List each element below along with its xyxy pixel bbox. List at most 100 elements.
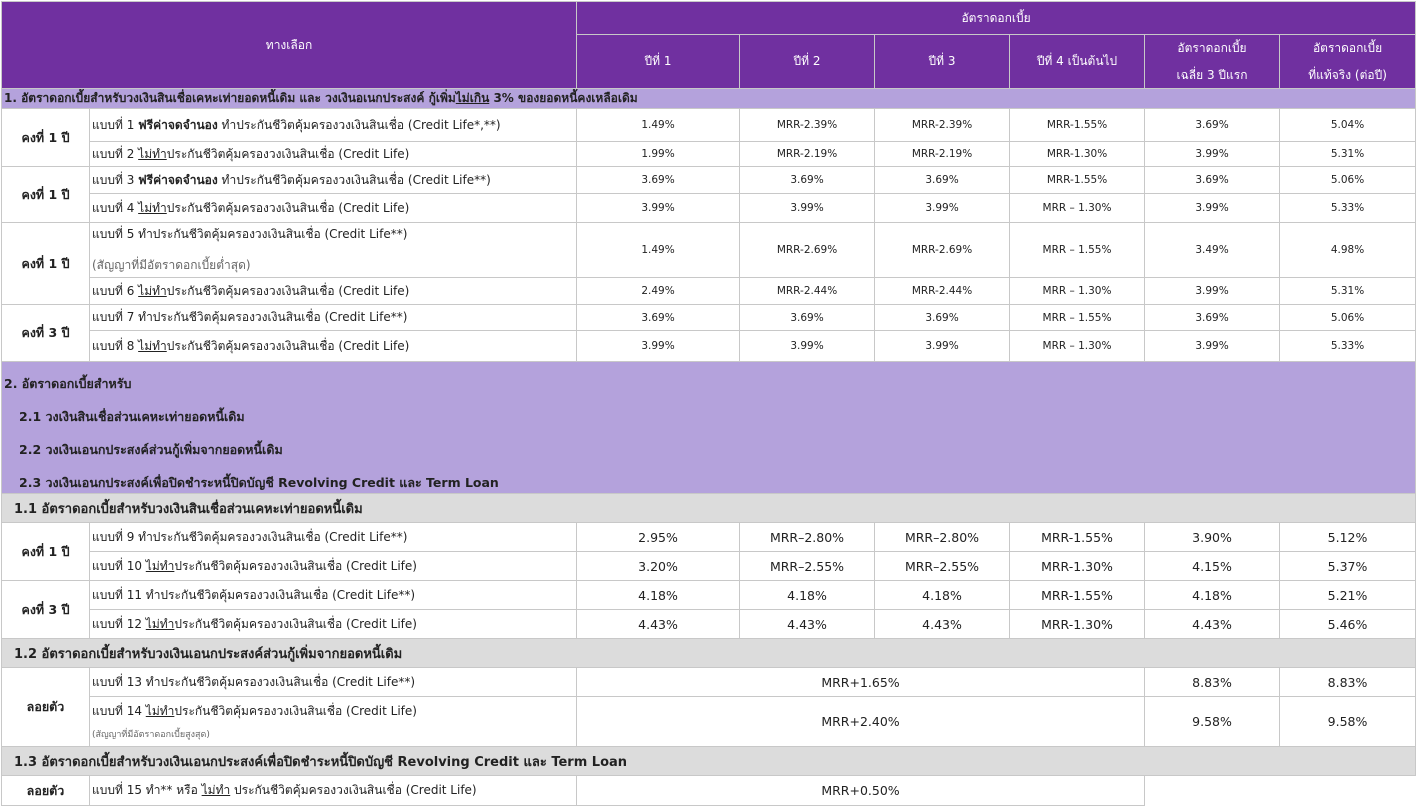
rate-cell: MRR–2.80% [739, 522, 875, 552]
option-8: แบบที่ 8 ไม่ทำประกันชีวิตคุ้มครองวงเงินส… [89, 330, 577, 362]
rate-cell: 3.99% [1144, 330, 1280, 362]
rate-cell: 4.43% [576, 609, 740, 639]
rate-cell: 8.83% [1144, 667, 1280, 697]
rate-cell: 1.99% [576, 141, 740, 167]
rate-cell: 5.12% [1278, 522, 1417, 552]
rate-cell: 4.18% [576, 580, 740, 610]
rate-cell: MRR-2.19% [874, 141, 1010, 167]
header-year2: ปีที่ 2 [739, 34, 875, 89]
rate-cell: 3.99% [1144, 193, 1280, 223]
group-label: คงที่ 3 ปี [1, 304, 90, 362]
rate-cell: 5.46% [1278, 609, 1417, 639]
rate-cell: 3.99% [739, 330, 875, 362]
rate-cell: 3.99% [874, 330, 1010, 362]
option-2: แบบที่ 2 ไม่ทำประกันชีวิตคุ้มครองวงเงินส… [89, 141, 577, 167]
rate-cell: 5.06% [1278, 304, 1417, 331]
rate-cell: 5.31% [1278, 277, 1417, 305]
option-6: แบบที่ 6 ไม่ทำประกันชีวิตคุ้มครองวงเงินส… [89, 277, 577, 305]
rate-cell: MRR+1.65% [576, 667, 1145, 697]
option-4: แบบที่ 4 ไม่ทำประกันชีวิตคุ้มครองวงเงินส… [89, 193, 577, 223]
empty-cell [1144, 775, 1280, 806]
rate-cell: 3.69% [576, 304, 740, 331]
rate-cell: 3.90% [1144, 522, 1280, 552]
rate-cell: MRR+2.40% [576, 696, 1145, 747]
rate-cell: 2.49% [576, 277, 740, 305]
rate-cell: 3.99% [739, 193, 875, 223]
rate-cell: 5.37% [1278, 551, 1417, 581]
rate-cell: MRR-1.30% [1009, 609, 1145, 639]
rate-cell: 9.58% [1278, 696, 1417, 747]
rate-cell: 3.69% [739, 304, 875, 331]
rate-cell: 3.99% [874, 193, 1010, 223]
rate-cell: 3.69% [874, 166, 1010, 194]
rate-cell: MRR–2.80% [874, 522, 1010, 552]
option-7: แบบที่ 7 ทำประกันชีวิตคุ้มครองวงเงินสินเ… [89, 304, 577, 331]
rate-cell: 8.83% [1278, 667, 1417, 697]
rate-cell: 5.33% [1278, 193, 1417, 223]
group-label: คงที่ 1 ปี [1, 166, 90, 223]
rate-cell: MRR-2.39% [874, 108, 1010, 142]
option-12: แบบที่ 12 ไม่ทำประกันชีวิตคุ้มครองวงเงิน… [89, 609, 577, 639]
rate-cell: MRR–2.55% [874, 551, 1010, 581]
rate-cell: 4.18% [874, 580, 1010, 610]
section2-item3: 2.3 วงเงินเอนกประสงค์เพื่อปิดชำระหนี้ปิด… [19, 475, 499, 490]
rate-cell: 4.18% [1144, 580, 1280, 610]
rate-cell: MRR-2.39% [739, 108, 875, 142]
option-10: แบบที่ 10 ไม่ทำประกันชีวิตคุ้มครองวงเงิน… [89, 551, 577, 581]
rate-cell: 3.20% [576, 551, 740, 581]
empty-cell [1278, 775, 1417, 806]
rate-cell: 5.21% [1278, 580, 1417, 610]
header-avg: อัตราดอกเบี้ย เฉลี่ย 3 ปีแรก [1144, 34, 1280, 89]
rate-cell: 4.43% [874, 609, 1010, 639]
subsection-1-2-title: 1.2 อัตราดอกเบี้ยสำหรับวงเงินเอนกประสงค์… [0, 638, 1417, 668]
header-effective: อัตราดอกเบี้ย ที่แท้จริง (ต่อปี) [1278, 34, 1417, 89]
rate-cell: 3.69% [739, 166, 875, 194]
rate-cell: 3.49% [1144, 222, 1280, 278]
rate-cell: MRR – 1.30% [1009, 330, 1145, 362]
rate-cell: 3.99% [1144, 277, 1280, 305]
rate-cell: MRR-2.69% [874, 222, 1010, 278]
header-year4: ปีที่ 4 เป็นต้นไป [1009, 34, 1145, 89]
rate-cell: 4.18% [739, 580, 875, 610]
header-options: ทางเลือก [1, 1, 577, 89]
rate-cell: 9.58% [1144, 696, 1280, 747]
rate-cell: 3.99% [576, 330, 740, 362]
rate-cell: MRR – 1.30% [1009, 277, 1145, 305]
rate-cell: 3.99% [576, 193, 740, 223]
option-3: แบบที่ 3 ฟรีค่าจดจำนอง ทำประกันชีวิตคุ้ม… [89, 166, 577, 194]
rate-cell: MRR-2.44% [739, 277, 875, 305]
option-11: แบบที่ 11 ทำประกันชีวิตคุ้มครองวงเงินสิน… [89, 580, 577, 610]
option-13: แบบที่ 13 ทำประกันชีวิตคุ้มครองวงเงินสิน… [89, 667, 577, 697]
option-5: แบบที่ 5 ทำประกันชีวิตคุ้มครองวงเงินสินเ… [89, 222, 577, 278]
group-label: ลอยตัว [1, 775, 90, 806]
group-label: ลอยตัว [1, 667, 90, 747]
rate-cell: 4.43% [739, 609, 875, 639]
option-9: แบบที่ 9 ทำประกันชีวิตคุ้มครองวงเงินสินเ… [89, 522, 577, 552]
rate-cell: MRR–2.55% [739, 551, 875, 581]
rate-cell: 5.31% [1278, 141, 1417, 167]
rate-cell: 3.69% [1144, 108, 1280, 142]
rate-cell: MRR – 1.55% [1009, 222, 1145, 278]
rate-cell: MRR – 1.55% [1009, 304, 1145, 331]
rate-cell: 4.98% [1278, 222, 1417, 278]
rate-cell: 3.69% [1144, 304, 1280, 331]
rate-cell: MRR-2.19% [739, 141, 875, 167]
rate-cell: 1.49% [576, 108, 740, 142]
rate-cell: MRR-1.30% [1009, 141, 1145, 167]
rate-cell: MRR-1.55% [1009, 166, 1145, 194]
rate-cell: MRR+0.50% [576, 775, 1145, 806]
rate-cell: MRR – 1.30% [1009, 193, 1145, 223]
rate-cell: MRR-2.44% [874, 277, 1010, 305]
rate-cell: MRR-1.30% [1009, 551, 1145, 581]
section2-title: 2. อัตราดอกเบี้ยสำหรับ [4, 376, 132, 391]
group-label: คงที่ 1 ปี [1, 222, 90, 305]
section2-title-block: 2. อัตราดอกเบี้ยสำหรับ 2.1 วงเงินสินเชื่… [0, 361, 1417, 494]
rate-cell: 2.95% [576, 522, 740, 552]
rate-cell: MRR-1.55% [1009, 580, 1145, 610]
rate-cell: 5.33% [1278, 330, 1417, 362]
group-label: คงที่ 1 ปี [1, 522, 90, 581]
header-year1: ปีที่ 1 [576, 34, 740, 89]
option-14: แบบที่ 14 ไม่ทำประกันชีวิตคุ้มครองวงเงิน… [89, 696, 577, 747]
rate-cell: 5.06% [1278, 166, 1417, 194]
